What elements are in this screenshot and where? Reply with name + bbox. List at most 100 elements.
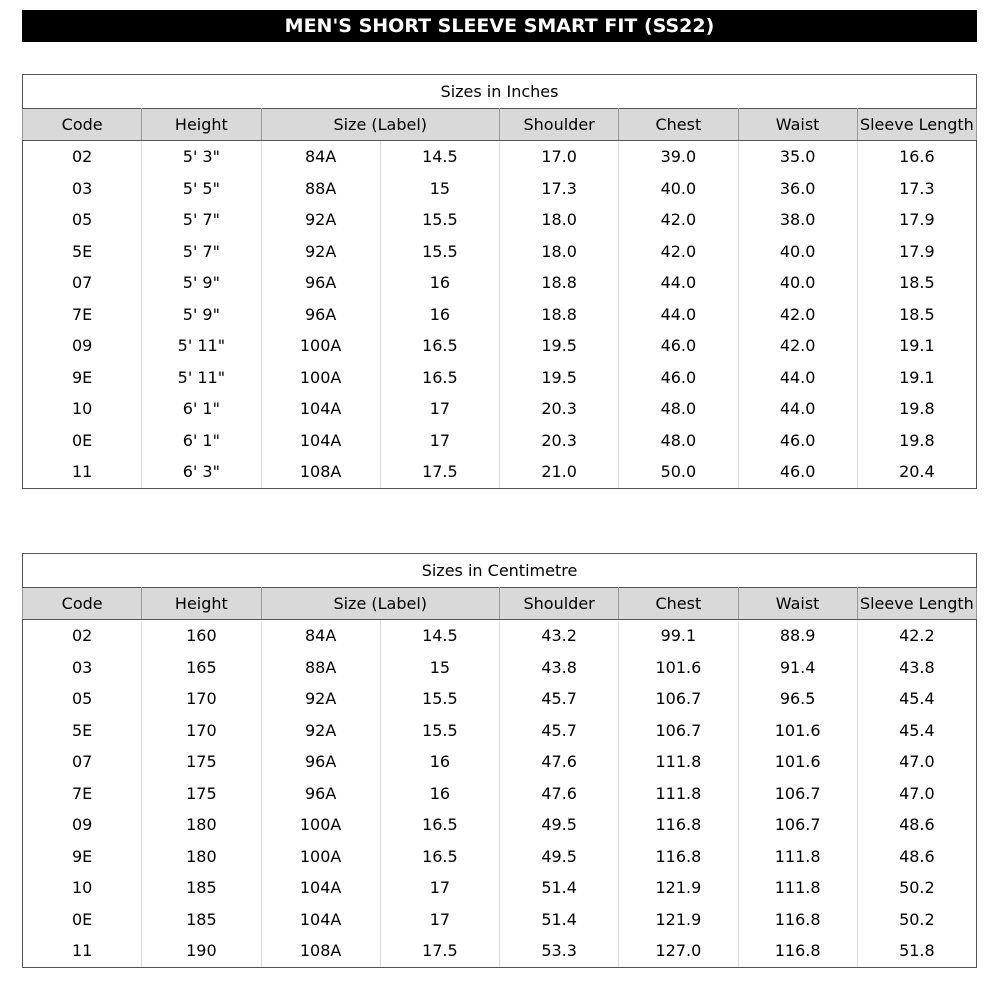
table-cell: 46.0 xyxy=(618,330,739,362)
table-cell: 42.0 xyxy=(737,330,858,362)
table-cell: 16 xyxy=(379,777,501,809)
table-cell: 92A xyxy=(260,683,381,715)
table-cell: 49.5 xyxy=(498,840,620,872)
table-cell: 46.0 xyxy=(737,456,858,489)
table-cell: 17.9 xyxy=(856,204,978,236)
table-cell: 19.1 xyxy=(856,330,978,362)
table-cell: 104A xyxy=(260,872,381,904)
table-cell: 19.8 xyxy=(856,424,978,456)
table-cell: 18.8 xyxy=(498,267,620,299)
table-cell: 45.7 xyxy=(498,683,620,715)
table-cell: 6' 1" xyxy=(141,424,262,456)
table-cell: 40.0 xyxy=(618,172,739,204)
table-cell: 42.0 xyxy=(618,204,739,236)
table-cell: 20.4 xyxy=(856,456,978,489)
table-cell: 47.0 xyxy=(856,777,978,809)
table-cell: 84A xyxy=(260,140,381,173)
table-cell: 106.7 xyxy=(737,809,858,841)
table-cell: 92A xyxy=(260,204,381,236)
table-cell: 5E xyxy=(21,235,143,267)
table-row: 05 5' 7" 92A 15.5 18.0 42.0 38.0 17.9 xyxy=(21,204,978,236)
table-cell: 121.9 xyxy=(618,903,739,935)
table-cell: 07 xyxy=(21,267,143,299)
table-cell: 48.0 xyxy=(618,424,739,456)
table-cell: 19.8 xyxy=(856,393,978,425)
table-cell: 47.0 xyxy=(856,746,978,778)
table-cell: 47.6 xyxy=(498,777,620,809)
table-cell: 15 xyxy=(379,172,501,204)
table-row: 7E 175 96A 16 47.6 111.8 106.7 47.0 xyxy=(21,777,978,809)
column-header: Height xyxy=(141,587,262,620)
column-header: Height xyxy=(141,108,262,141)
table-cell: 15.5 xyxy=(379,714,501,746)
table-cell: 48.6 xyxy=(856,809,978,841)
table-cell: 0E xyxy=(21,903,143,935)
column-header: Size (Label) xyxy=(260,587,500,620)
table-cell: 111.8 xyxy=(737,872,858,904)
table-cell: 175 xyxy=(141,746,262,778)
table-cell: 02 xyxy=(21,619,143,652)
table-cell: 160 xyxy=(141,619,262,652)
table-cell: 16 xyxy=(379,746,501,778)
table-cell: 21.0 xyxy=(498,456,620,489)
table-cell: 45.4 xyxy=(856,714,978,746)
table-cell: 45.4 xyxy=(856,683,978,715)
table-row: 11 6' 3" 108A 17.5 21.0 50.0 46.0 20.4 xyxy=(21,456,978,489)
table-row: 10 6' 1" 104A 17 20.3 48.0 44.0 19.8 xyxy=(21,393,978,425)
table-cell: 111.8 xyxy=(618,777,739,809)
table-cell: 16 xyxy=(379,267,501,299)
table-cell: 51.4 xyxy=(498,872,620,904)
table-cell: 106.7 xyxy=(618,683,739,715)
table-cell: 02 xyxy=(21,140,143,173)
table-cell: 14.5 xyxy=(379,140,501,173)
table-cell: 03 xyxy=(21,172,143,204)
table-cell: 185 xyxy=(141,903,262,935)
table-cell: 19.1 xyxy=(856,361,978,393)
table-cell: 11 xyxy=(21,456,143,489)
table-cell: 10 xyxy=(21,393,143,425)
table-cell: 104A xyxy=(260,903,381,935)
table-cell: 44.0 xyxy=(618,298,739,330)
table-cell: 88A xyxy=(260,651,381,683)
table-cell: 50.2 xyxy=(856,872,978,904)
table-cell: 5' 9" xyxy=(141,267,262,299)
table-cell: 17.3 xyxy=(856,172,978,204)
table-cell: 101.6 xyxy=(737,714,858,746)
table-cell: 09 xyxy=(21,330,143,362)
table-cell: 104A xyxy=(260,424,381,456)
header-row: Code Height Size (Label) Shoulder Chest Waist… xyxy=(21,587,978,620)
table-cell: 7E xyxy=(21,777,143,809)
table-cell: 14.5 xyxy=(379,619,501,652)
size-table: Sizes in Inches Code Height Size (Label) Sho… xyxy=(21,74,978,489)
table-head: Sizes in Centimetre Code Height Size (Label… xyxy=(21,553,978,620)
table-cell: 39.0 xyxy=(618,140,739,173)
table-cell: 07 xyxy=(21,746,143,778)
header-row: Code Height Size (Label) Shoulder Chest Waist… xyxy=(21,108,978,141)
table-row: 5E 170 92A 15.5 45.7 106.7 101.6 45.4 xyxy=(21,714,978,746)
table-cell: 91.4 xyxy=(737,651,858,683)
table-row: 9E 180 100A 16.5 49.5 116.8 111.8 48.6 xyxy=(21,840,978,872)
table-cell: 17 xyxy=(379,393,501,425)
table-cell: 111.8 xyxy=(737,840,858,872)
table-cell: 101.6 xyxy=(618,651,739,683)
table-cell: 96.5 xyxy=(737,683,858,715)
table-cell: 19.5 xyxy=(498,361,620,393)
table-cell: 101.6 xyxy=(737,746,858,778)
table-cell: 116.8 xyxy=(618,809,739,841)
table-cell: 170 xyxy=(141,714,262,746)
table-cell: 42.0 xyxy=(618,235,739,267)
table-body: 02 160 84A 14.5 43.2 99.1 88.9 42.2 03 165 88A 15 43… xyxy=(21,619,978,968)
table-cell: 121.9 xyxy=(618,872,739,904)
table-cell: 16.6 xyxy=(856,140,978,173)
table-cell: 15.5 xyxy=(379,204,501,236)
table-cell: 18.0 xyxy=(498,235,620,267)
table-cell: 5' 3" xyxy=(141,140,262,173)
table-cell: 19.5 xyxy=(498,330,620,362)
table-cell: 5' 9" xyxy=(141,298,262,330)
table-cell: 44.0 xyxy=(737,393,858,425)
column-header: Shoulder xyxy=(498,587,620,620)
table-cell: 17.0 xyxy=(498,140,620,173)
table-cell: 180 xyxy=(141,809,262,841)
table-row: 11 190 108A 17.5 53.3 127.0 116.8 51.8 xyxy=(21,935,978,968)
table-cell: 17.5 xyxy=(379,935,501,968)
